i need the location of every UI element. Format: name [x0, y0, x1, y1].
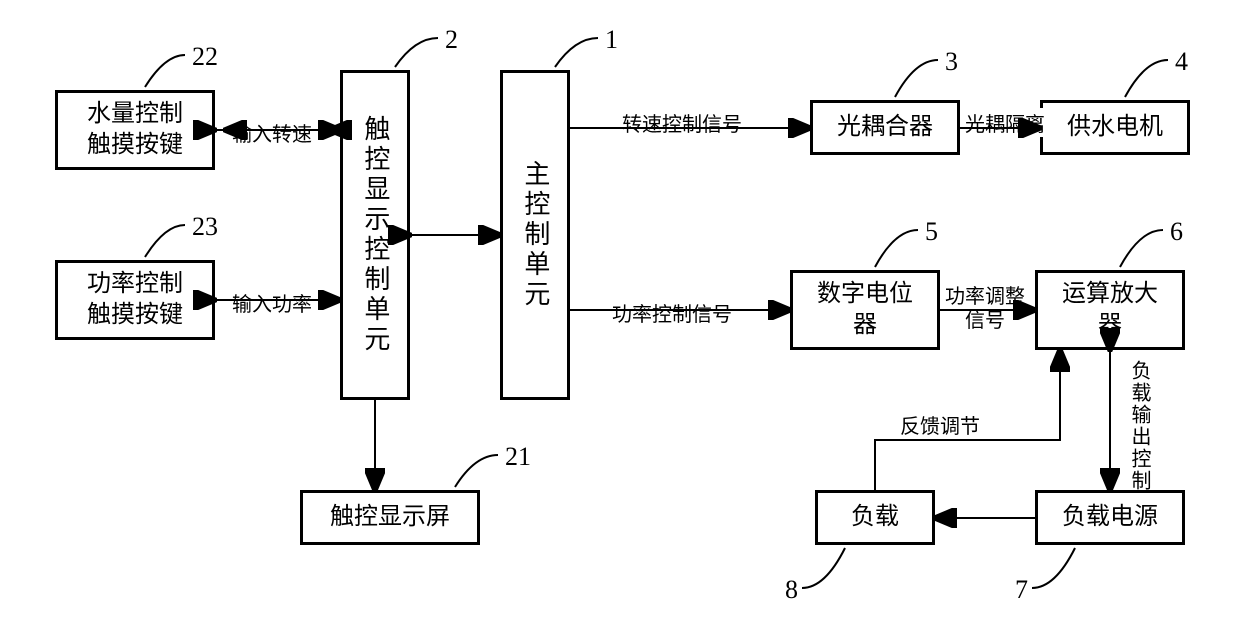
edge-label-power-signal: 功率控制信号 — [612, 298, 732, 327]
ref-num-22: 22 — [192, 42, 218, 72]
ref-num-3: 3 — [945, 47, 958, 77]
edge-label-load-output: 负载输出控制 — [1125, 360, 1154, 492]
node-op-amp: 运算放大器 — [1035, 270, 1185, 350]
node-main-control-unit: 主控制单元 — [500, 70, 570, 400]
edge-label-power-adjust: 功率调整信号 — [945, 285, 1025, 333]
node-touch-display-control-unit: 触控显示控制单元 — [340, 70, 410, 400]
edge-label-input-speed: 输入转速 — [232, 118, 312, 147]
node-digital-potentiometer: 数字电位器 — [790, 270, 940, 350]
ref-num-2: 2 — [445, 25, 458, 55]
edge-label-feedback: 反馈调节 — [900, 410, 980, 439]
ref-num-6: 6 — [1170, 217, 1183, 247]
ref-num-8: 8 — [785, 575, 798, 605]
node-label: 供水电机 — [1067, 112, 1163, 143]
edge-label-input-power: 输入功率 — [232, 288, 312, 317]
node-load: 负载 — [815, 490, 935, 545]
edge-label-speed-signal: 转速控制信号 — [622, 108, 742, 137]
ref-num-5: 5 — [925, 217, 938, 247]
ref-num-4: 4 — [1175, 47, 1188, 77]
edge-label-opto-isolation: 光耦隔离 — [965, 108, 1045, 137]
node-label: 触控显示控制单元 — [358, 115, 392, 355]
node-label: 负载电源 — [1062, 502, 1158, 533]
node-label: 数字电位器 — [817, 279, 913, 341]
ref-num-1: 1 — [605, 25, 618, 55]
ref-num-21: 21 — [505, 442, 531, 472]
node-label: 运算放大器 — [1062, 279, 1158, 341]
node-label: 触控显示屏 — [330, 502, 450, 533]
node-optocoupler: 光耦合器 — [810, 100, 960, 155]
node-touch-display: 触控显示屏 — [300, 490, 480, 545]
ref-num-7: 7 — [1015, 575, 1028, 605]
node-label: 水量控制触摸按键 — [87, 99, 183, 161]
node-load-power: 负载电源 — [1035, 490, 1185, 545]
node-power-control-button: 功率控制触摸按键 — [55, 260, 215, 340]
node-water-motor: 供水电机 — [1040, 100, 1190, 155]
node-label: 负载 — [851, 502, 899, 533]
node-water-control-button: 水量控制触摸按键 — [55, 90, 215, 170]
node-label: 主控制单元 — [518, 160, 552, 310]
node-label: 功率控制触摸按键 — [87, 269, 183, 331]
ref-num-23: 23 — [192, 212, 218, 242]
node-label: 光耦合器 — [837, 112, 933, 143]
